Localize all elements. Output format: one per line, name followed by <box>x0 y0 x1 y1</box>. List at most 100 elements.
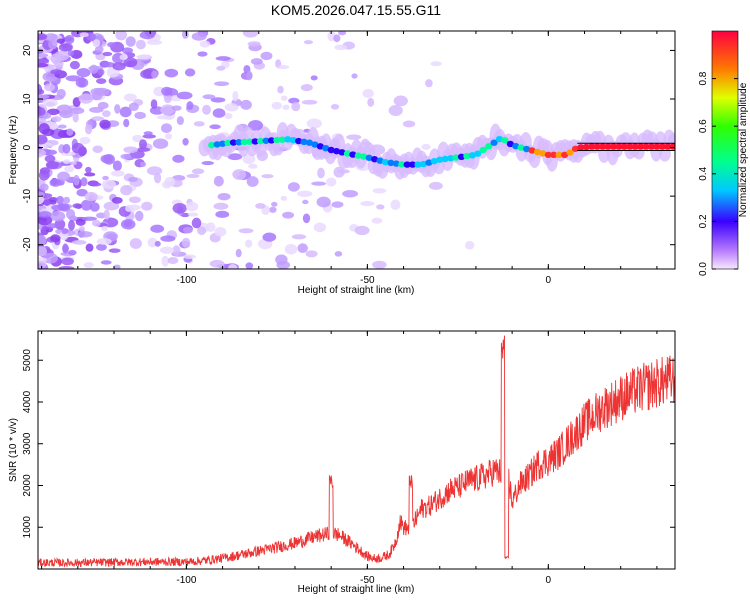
noise-blob <box>215 56 231 61</box>
spectrogram-x-label: Height of straight line (km) <box>298 285 415 296</box>
ridge-point <box>637 143 645 150</box>
noise-blob <box>120 184 133 196</box>
noise-blob <box>372 188 387 194</box>
noise-blob <box>242 31 259 38</box>
noise-blob <box>141 201 153 211</box>
noise-blob <box>38 263 44 269</box>
noise-blob <box>38 58 50 64</box>
noise-blob <box>38 48 44 54</box>
noise-blob <box>38 53 49 58</box>
noise-blob <box>464 240 475 250</box>
snr-ytick-label: 3000 <box>22 432 33 455</box>
noise-blob <box>72 203 83 209</box>
noise-blob <box>44 154 56 163</box>
noise-blob <box>51 116 62 122</box>
noise-blob <box>123 57 138 68</box>
noise-blob <box>138 139 148 150</box>
noise-blob <box>102 51 113 57</box>
noise-blob <box>300 84 313 92</box>
ridge-point <box>327 146 335 154</box>
noise-blob <box>84 124 93 135</box>
noise-blob <box>224 112 233 119</box>
noise-blob <box>119 106 132 118</box>
noise-blob <box>291 234 307 240</box>
noise-blob <box>246 70 253 81</box>
ridge-point <box>561 151 569 159</box>
noise-blob <box>41 225 49 231</box>
noise-blob <box>232 90 239 102</box>
noise-blob <box>135 210 144 222</box>
noise-blob <box>171 105 182 111</box>
noise-blob <box>186 101 194 110</box>
ridge-point <box>436 156 444 163</box>
snr-xtick-label: -50 <box>360 575 375 586</box>
noise-blob <box>72 111 79 123</box>
noise-blob <box>62 143 71 154</box>
noise-blob <box>245 262 254 269</box>
noise-blob <box>143 131 153 136</box>
colorbar-gradient <box>711 30 739 270</box>
spectrogram-ytick-label: -20 <box>22 237 33 252</box>
ridge-point <box>604 143 612 150</box>
noise-blob <box>191 32 207 41</box>
noise-blob <box>64 165 75 173</box>
noise-blob <box>209 259 225 268</box>
noise-blob <box>160 104 176 116</box>
noise-blob <box>50 53 62 65</box>
noise-blob <box>136 54 151 60</box>
noise-blob <box>125 36 136 47</box>
ridge-point <box>246 138 254 145</box>
noise-blob <box>51 204 66 211</box>
noise-blob <box>136 147 151 152</box>
ridge-point <box>539 150 547 157</box>
noise-blob <box>213 175 224 187</box>
ridge-point <box>224 139 232 147</box>
noise-blob <box>77 231 93 238</box>
noise-blob <box>135 39 146 50</box>
ridge-point <box>218 140 227 147</box>
spectrogram-y-label: Frequency (Hz) <box>8 116 19 185</box>
noise-blob <box>48 39 58 50</box>
ridge-point <box>322 144 330 152</box>
colorbar-tick-label: 0.0 <box>698 262 709 276</box>
noise-blob <box>331 201 344 208</box>
noise-blob <box>227 153 243 161</box>
noise-blob <box>242 153 256 165</box>
snr-plot-area <box>38 331 675 569</box>
noise-blob <box>76 67 91 78</box>
ridge-point <box>316 143 324 150</box>
noise-blob <box>66 128 74 136</box>
noise-blob <box>142 134 156 139</box>
noise-blob <box>172 245 181 256</box>
ridge-point <box>208 141 216 149</box>
noise-blob <box>114 104 121 114</box>
noise-blob <box>185 201 199 212</box>
noise-blob <box>342 190 359 198</box>
noise-blob <box>262 232 277 242</box>
ridge-point <box>392 160 400 167</box>
ridge-point <box>229 139 238 146</box>
ridge-point <box>360 153 368 160</box>
noise-blob <box>367 97 375 107</box>
noise-blob <box>86 32 97 42</box>
noise-blob <box>181 237 191 248</box>
noise-blob <box>425 79 433 88</box>
noise-blob <box>38 214 53 226</box>
noise-blob <box>139 31 155 40</box>
noise-blob <box>163 94 172 104</box>
noise-blob <box>107 41 116 48</box>
noise-blob <box>354 225 370 236</box>
noise-blob <box>134 111 146 120</box>
ridge-point <box>408 161 417 168</box>
noise-blob <box>172 202 187 214</box>
noise-blob <box>56 38 66 44</box>
noise-blob <box>49 178 62 187</box>
noise-blob <box>153 172 162 184</box>
noise-blob <box>108 248 121 253</box>
noise-blob <box>45 160 59 170</box>
spectrogram-content <box>38 31 675 269</box>
snr-ytick-label: 5000 <box>22 349 33 372</box>
ridge-point <box>479 146 487 154</box>
noise-blob <box>56 195 65 205</box>
